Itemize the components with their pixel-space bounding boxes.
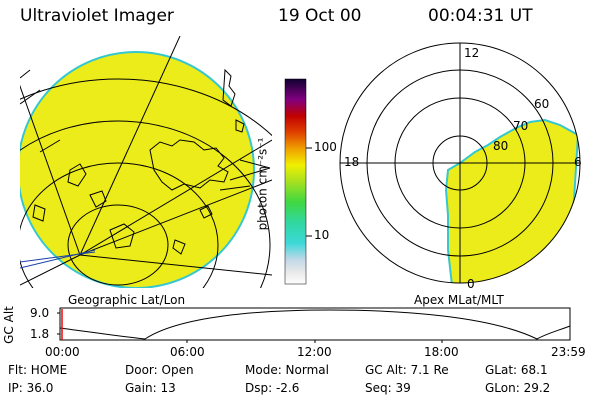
- altitude-tick-9: 9.0: [30, 306, 50, 320]
- mlat-label-60: 60: [534, 97, 550, 111]
- instrument-title: Ultraviolet Imager: [20, 6, 174, 26]
- mlt-label-12: 12: [464, 46, 480, 60]
- polar-plot: [339, 42, 581, 284]
- status-gc-alt: GC Alt: 7.1 Re: [365, 363, 449, 377]
- time-label-0600: 06:00: [170, 345, 205, 359]
- uv-image-disk: [20, 51, 255, 288]
- status-mode: Mode: Normal: [245, 363, 329, 377]
- mlat-label-70: 70: [513, 119, 529, 133]
- status-glat: GLat: 68.1: [485, 363, 548, 377]
- colorbar-unit-label: photon cm⁻²s⁻¹: [255, 137, 270, 231]
- polar-caption: Apex MLat/MLT: [414, 293, 504, 307]
- time-label-0000: 00:00: [45, 345, 80, 359]
- status-seq: Seq: 39: [365, 381, 411, 395]
- terminator-lines: [20, 249, 96, 269]
- polar-grid: [339, 42, 581, 284]
- coastlines: [20, 68, 271, 255]
- altitude-ylabel: GC Alt: [1, 306, 16, 344]
- status-ip: IP: 36.0: [8, 381, 54, 395]
- colorbar-tick-100: 100: [314, 140, 337, 154]
- time-label: 00:04:31 UT: [428, 6, 533, 26]
- mlt-label-0: 0: [467, 277, 475, 291]
- mlt-label-6: 6: [574, 155, 582, 169]
- orbit-altitude-curve: [59, 309, 571, 340]
- status-dsp: Dsp: -2.6: [245, 381, 300, 395]
- lat-lon-grid: [20, 36, 272, 288]
- mlt-label-18: 18: [344, 155, 360, 169]
- status-door: Door: Open: [125, 363, 194, 377]
- time-label-1800: 18:00: [424, 345, 459, 359]
- altitude-plot: [57, 307, 571, 343]
- altitude-tick-1: 1.8: [30, 327, 50, 341]
- time-label-1200: 12:00: [297, 345, 332, 359]
- date-label: 19 Oct 00: [278, 6, 362, 26]
- colorbar-tick-10: 10: [314, 228, 330, 242]
- mlat-label-80: 80: [493, 139, 509, 153]
- status-gain: Gain: 13: [125, 381, 176, 395]
- geographic-map: [20, 36, 272, 288]
- status-flt: Flt: HOME: [8, 363, 68, 377]
- status-glon: GLon: 29.2: [485, 381, 551, 395]
- time-label-2359: 23:59: [551, 345, 586, 359]
- colorbar: [284, 78, 312, 285]
- colorbar-gradient: [284, 78, 307, 285]
- geo-map-caption: Geographic Lat/Lon: [68, 293, 186, 307]
